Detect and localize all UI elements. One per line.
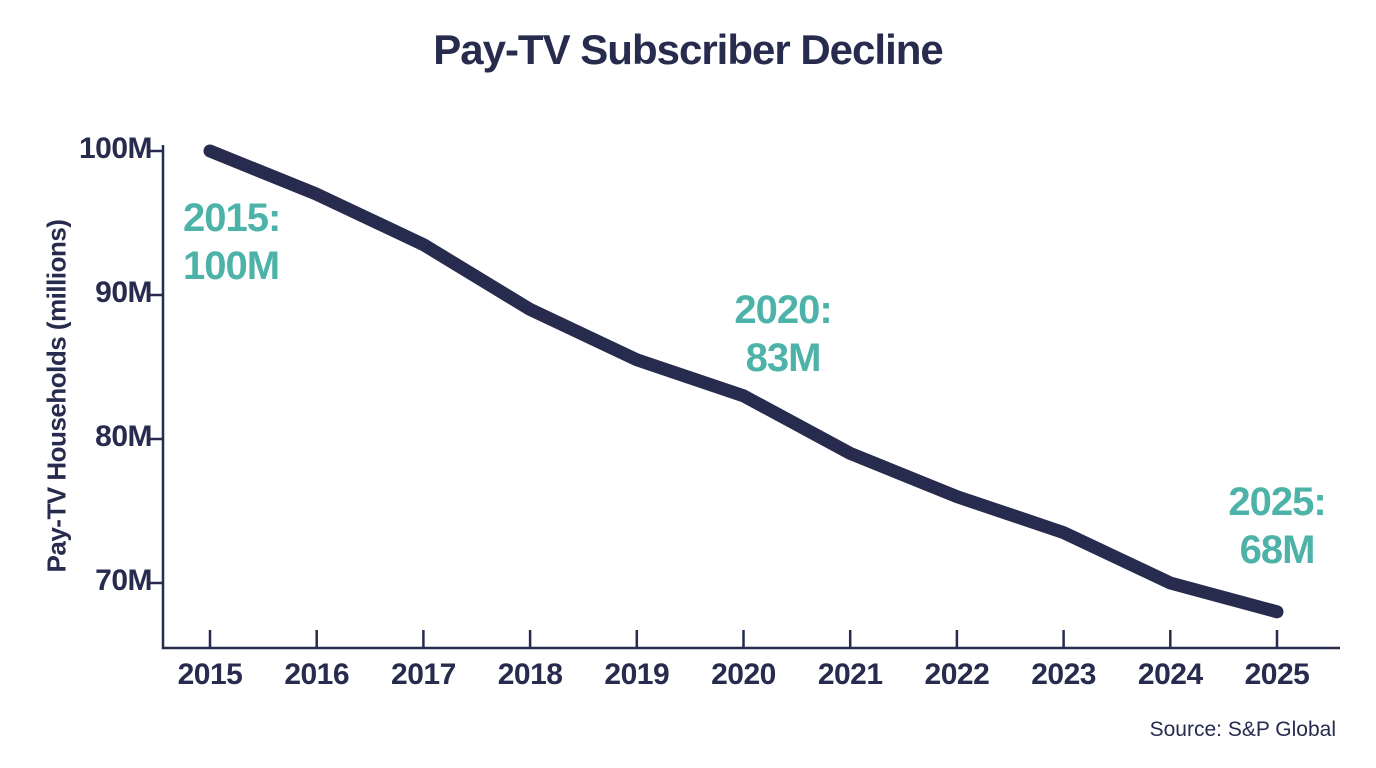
x-tick-label: 2015 bbox=[177, 658, 243, 691]
annotation-2020-value: 83M bbox=[745, 336, 822, 380]
annotation-2025-year: 2025: bbox=[1228, 480, 1326, 524]
trend-line bbox=[203, 144, 1284, 619]
annotation-2015-year: 2015: bbox=[183, 196, 281, 240]
y-tick-label: 100M bbox=[78, 132, 153, 165]
x-tick-label: 2020 bbox=[711, 658, 776, 691]
x-tick-label: 2019 bbox=[604, 658, 670, 691]
annotation-2025: 2025: 68M bbox=[1228, 478, 1326, 574]
source-credit: Source: S&P Global bbox=[1149, 718, 1336, 741]
y-tick-label: 90M bbox=[95, 276, 152, 309]
x-tick-label: 2023 bbox=[1031, 658, 1096, 691]
x-tick-label: 2024 bbox=[1137, 658, 1203, 691]
chart-title: Pay-TV Subscriber Decline bbox=[433, 26, 944, 73]
axis-lines bbox=[161, 145, 1340, 650]
x-tick-label: 2016 bbox=[284, 658, 350, 691]
x-tick-label: 2025 bbox=[1244, 658, 1310, 691]
x-tick-label: 2021 bbox=[817, 658, 883, 691]
x-tick-label: 2017 bbox=[391, 658, 456, 691]
y-tick-label: 80M bbox=[95, 420, 152, 453]
y-tick-label: 70M bbox=[95, 564, 152, 597]
annotation-2015: 2015: 100M bbox=[183, 194, 281, 290]
annotation-2025-value: 68M bbox=[1239, 528, 1316, 572]
x-tick-label: 2022 bbox=[924, 658, 990, 691]
x-tick-label: 2018 bbox=[497, 658, 563, 691]
annotation-2020-year: 2020: bbox=[734, 288, 832, 332]
annotation-2015-value: 100M bbox=[183, 244, 280, 288]
annotation-2020: 2020: 83M bbox=[734, 286, 832, 382]
